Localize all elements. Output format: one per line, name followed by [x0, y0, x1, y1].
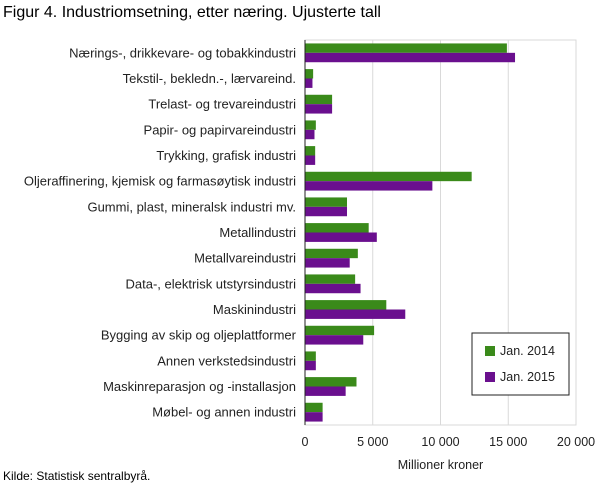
bar-jan-2015-data-elektrisk-utstyrsindustri — [305, 283, 361, 294]
x-tick-label: 0 — [302, 435, 309, 449]
x-tick-labels: 0 5 000 10 000 15 000 20 000 — [302, 435, 596, 449]
x-tick-label: 10 000 — [421, 435, 459, 449]
bar-jan-2015-annen-verkstedsindustri — [305, 360, 316, 371]
category-label-annen-verkstedsindustri: Annen verkstedsindustri — [157, 353, 296, 368]
bar-jan-2015-m-bel-og-annen-industri — [305, 412, 323, 422]
category-label-trykking-grafisk-industri: Trykking, grafisk industri — [156, 148, 296, 163]
legend-swatch-jan-2014 — [485, 346, 495, 356]
bar-jan-2015-maskinreparasjon-og-installasjon — [305, 386, 346, 396]
x-tick-label: 15 000 — [489, 435, 527, 449]
legend-label-jan-2015: Jan. 2015 — [500, 370, 555, 384]
bar-jan-2014-tekstil-bekledn-l-rvareind — [305, 69, 314, 79]
bar-jan-2015-papir-og-papirvareindustri — [305, 129, 315, 140]
bar-jan-2014-annen-verkstedsindustri — [305, 351, 316, 361]
bar-jan-2014-papir-og-papirvareindustri — [305, 120, 316, 130]
chart-title: Figur 4. Industriomsetning, etter næring… — [3, 4, 381, 21]
bar-jan-2014-trykking-grafisk-industri — [305, 146, 316, 156]
bar-jan-2015-oljeraffinering-kjemisk-og-farmas-ytisk-industri — [305, 181, 433, 191]
bar-jan-2015-trykking-grafisk-industri — [305, 155, 316, 165]
legend: Jan. 2014 Jan. 2015 — [471, 332, 570, 396]
bar-jan-2014-maskinindustri — [305, 300, 387, 310]
category-label-metallvareindustri: Metallvareindustri — [194, 251, 296, 266]
x-tick-label: 5 000 — [357, 435, 388, 449]
bar-jan-2014-oljeraffinering-kjemisk-og-farmas-ytisk-industri — [305, 171, 472, 182]
bar-jan-2014-metallvareindustri — [305, 248, 358, 259]
category-label-maskinindustri: Maskinindustri — [213, 302, 296, 317]
bar-jan-2014-m-bel-og-annen-industri — [305, 402, 323, 413]
x-axis-title: Millioner kroner — [398, 458, 483, 472]
x-tick-label: 20 000 — [557, 435, 595, 449]
category-label-m-bel-og-annen-industri: Møbel- og annen industri — [152, 405, 296, 420]
bar-jan-2015-gummi-plast-mineralsk-industri-mv — [305, 206, 348, 217]
bars — [305, 43, 516, 422]
category-label-trelast-og-trevareindustri: Trelast- og trevareindustri — [148, 97, 296, 112]
category-label-n-rings-drikkevare-og-tobakkindustri: Nærings-, drikkevare- og tobakkindustri — [69, 45, 296, 60]
bar-jan-2014-data-elektrisk-utstyrsindustri — [305, 274, 356, 284]
source-note: Kilde: Statistisk sentralbyrå. — [3, 469, 151, 483]
category-label-gummi-plast-mineralsk-industri-mv: Gummi, plast, mineralsk industri mv. — [87, 199, 296, 214]
bar-jan-2014-gummi-plast-mineralsk-industri-mv — [305, 197, 348, 207]
category-label-papir-og-papirvareindustri: Papir- og papirvareindustri — [144, 122, 297, 137]
category-label-data-elektrisk-utstyrsindustri: Data-, elektrisk utstyrsindustri — [126, 276, 297, 291]
category-label-bygging-av-skip-og-oljeplattformer: Bygging av skip og oljeplattformer — [101, 328, 297, 343]
bar-jan-2014-n-rings-drikkevare-og-tobakkindustri — [305, 43, 507, 53]
legend-label-jan-2014: Jan. 2014 — [500, 344, 555, 358]
bar-jan-2015-bygging-av-skip-og-oljeplattformer — [305, 335, 364, 345]
bar-jan-2015-metallvareindustri — [305, 258, 350, 268]
bar-jan-2015-tekstil-bekledn-l-rvareind — [305, 78, 313, 88]
bar-jan-2015-metallindustri — [305, 232, 377, 242]
category-label-maskinreparasjon-og-installasjon: Maskinreparasjon og -installasjon — [103, 379, 296, 394]
bar-jan-2014-trelast-og-trevareindustri — [305, 94, 333, 105]
legend-swatch-jan-2015 — [485, 372, 495, 382]
bar-jan-2014-maskinreparasjon-og-installasjon — [305, 377, 357, 387]
bar-jan-2015-trelast-og-trevareindustri — [305, 104, 333, 114]
category-labels: Nærings-, drikkevare- og tobakkindustri T… — [24, 45, 297, 419]
bar-jan-2014-metallindustri — [305, 223, 369, 233]
bar-jan-2014-bygging-av-skip-og-oljeplattformer — [305, 325, 375, 336]
bar-jan-2015-n-rings-drikkevare-og-tobakkindustri — [305, 52, 516, 63]
bar-jan-2015-maskinindustri — [305, 309, 406, 319]
category-label-tekstil-bekledn-l-rvareind: Tekstil-, bekledn.-, lærvareind. — [123, 71, 296, 86]
category-label-oljeraffinering-kjemisk-og-farmas-ytisk-industri: Oljeraffinering, kjemisk og farmasøytisk… — [24, 174, 296, 189]
legend-box — [471, 332, 570, 396]
category-label-metallindustri: Metallindustri — [219, 225, 296, 240]
